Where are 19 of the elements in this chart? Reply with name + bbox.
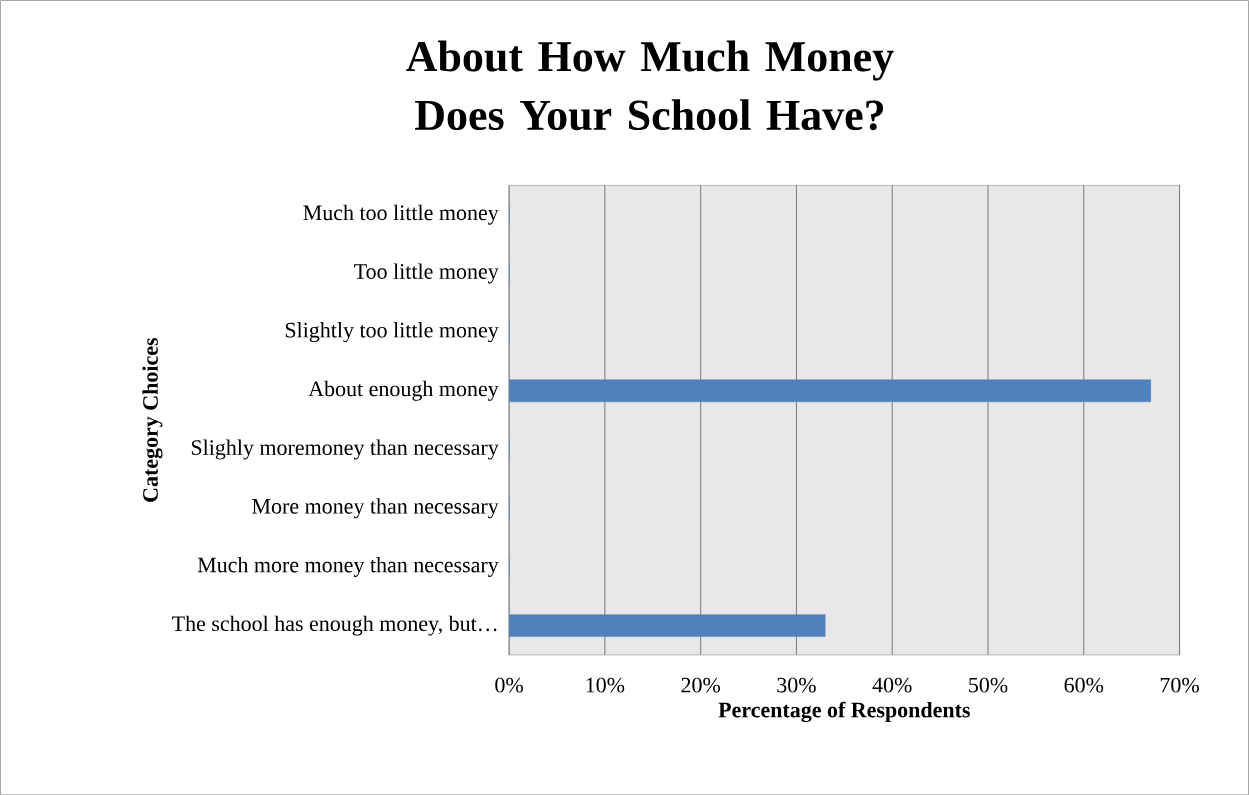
chart-title: About How Much Money Does Your School Have? (406, 40, 894, 131)
y-axis-title: Category Choices (142, 337, 163, 502)
y-tick-label: About enough money (308, 380, 499, 401)
y-tick-label: The school has enough money, but… (172, 615, 497, 636)
x-tick-label: 10% (586, 677, 625, 693)
x-tick-label: 70% (1160, 677, 1199, 693)
x-tick-label: 20% (681, 677, 721, 693)
y-tick-label: Too little money (354, 263, 499, 284)
y-tick-label: Much too little money (303, 204, 499, 225)
y-tick-label: Much more money than necessary (197, 556, 499, 577)
y-tick-label: More money than necessary (252, 498, 499, 519)
x-tick-label: 50% (969, 677, 1008, 693)
x-tick-label: 30% (777, 677, 816, 693)
y-tick-label: Slightly too little money (285, 321, 499, 342)
x-axis-title: Percentage of Respondents (718, 701, 970, 722)
x-tick-label: 0% (495, 677, 523, 693)
y-tick-label: Slighly moremoney than necessary (191, 439, 499, 460)
x-tick-label: 40% (872, 677, 912, 693)
x-tick-label: 60% (1064, 677, 1104, 693)
